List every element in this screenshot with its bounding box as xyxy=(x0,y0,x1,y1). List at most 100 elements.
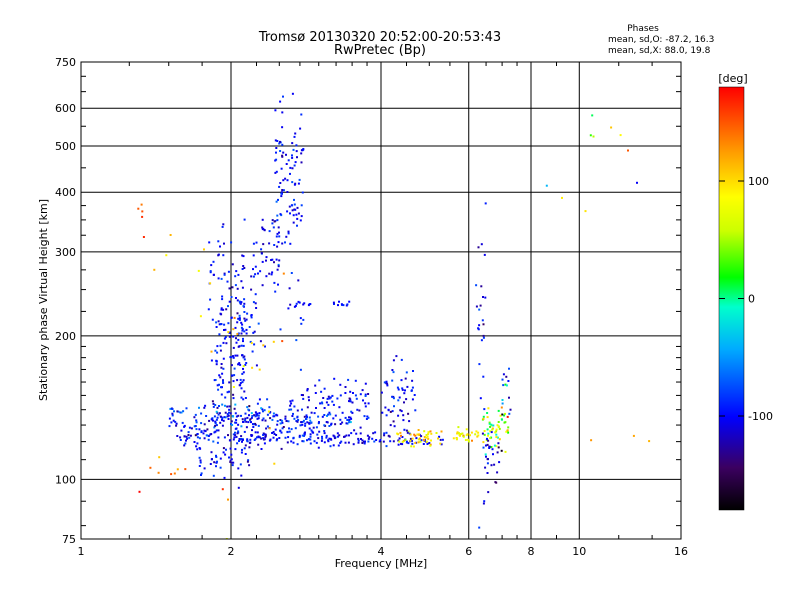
data-point xyxy=(314,384,317,387)
data-point xyxy=(342,304,345,307)
data-point xyxy=(328,437,331,440)
data-point xyxy=(484,453,487,456)
data-point xyxy=(441,438,444,441)
data-point xyxy=(237,467,240,470)
data-point xyxy=(220,393,223,396)
data-point xyxy=(270,273,273,276)
data-point xyxy=(217,413,220,416)
phase-stats-heading: Phases xyxy=(627,24,659,34)
data-point xyxy=(263,229,266,231)
data-point xyxy=(385,414,388,417)
data-point xyxy=(417,441,420,444)
data-point xyxy=(482,502,485,505)
data-point xyxy=(301,421,304,423)
data-point xyxy=(277,263,280,266)
data-point xyxy=(286,430,289,433)
data-point xyxy=(278,259,281,262)
data-point xyxy=(179,436,182,439)
data-point xyxy=(414,442,417,444)
data-point xyxy=(302,440,305,443)
data-point xyxy=(260,437,263,440)
data-point xyxy=(290,272,293,274)
data-point xyxy=(496,471,499,474)
data-point xyxy=(323,430,326,432)
data-point xyxy=(264,419,267,422)
data-point xyxy=(222,341,225,344)
data-point xyxy=(404,438,407,441)
data-point xyxy=(217,320,220,323)
data-point xyxy=(488,421,491,424)
data-point xyxy=(237,363,240,366)
colorbar-ticks: 100 0 -100 xyxy=(719,175,773,423)
data-point xyxy=(404,389,406,392)
data-point xyxy=(363,442,366,445)
data-point xyxy=(286,191,289,193)
data-point xyxy=(359,393,362,396)
data-point xyxy=(306,388,309,390)
data-point xyxy=(272,436,275,439)
data-point xyxy=(364,395,367,397)
data-point xyxy=(248,414,250,417)
data-point xyxy=(300,322,303,325)
data-point xyxy=(479,397,482,400)
data-point xyxy=(153,268,156,271)
data-point xyxy=(337,304,339,307)
data-point xyxy=(506,415,509,418)
data-point xyxy=(231,423,234,426)
data-point xyxy=(275,170,278,173)
data-point xyxy=(363,415,366,418)
data-point xyxy=(230,458,233,461)
data-point xyxy=(243,298,246,301)
data-point xyxy=(353,429,356,432)
data-point xyxy=(236,354,239,357)
data-point xyxy=(349,400,352,403)
data-point xyxy=(298,436,301,439)
data-point xyxy=(227,418,230,420)
data-point xyxy=(290,402,293,405)
data-point xyxy=(274,290,277,293)
data-point xyxy=(230,420,233,423)
data-point xyxy=(345,304,348,307)
data-point xyxy=(307,396,310,399)
data-point xyxy=(306,389,309,392)
data-point xyxy=(220,363,223,365)
data-point xyxy=(352,392,354,394)
data-point xyxy=(325,434,328,437)
data-point xyxy=(275,151,277,154)
data-point xyxy=(273,462,276,465)
data-point xyxy=(270,259,273,261)
data-point xyxy=(323,414,326,416)
data-point xyxy=(508,412,511,415)
data-point xyxy=(297,300,300,303)
data-point xyxy=(238,314,241,317)
data-point xyxy=(138,490,141,493)
data-point xyxy=(203,423,206,426)
data-point xyxy=(180,429,183,432)
data-point xyxy=(229,461,232,463)
data-point xyxy=(407,442,410,445)
data-point xyxy=(397,388,400,391)
data-point xyxy=(361,389,364,392)
data-point xyxy=(273,433,276,435)
colorbar-label: [deg] xyxy=(718,72,747,85)
data-point xyxy=(252,268,254,271)
data-point xyxy=(483,430,486,432)
data-point xyxy=(206,434,209,437)
data-point xyxy=(212,273,215,276)
data-point xyxy=(411,386,414,389)
data-point xyxy=(438,435,441,438)
data-point xyxy=(168,417,171,420)
data-point xyxy=(439,442,442,445)
data-point xyxy=(273,220,276,223)
data-point xyxy=(234,434,237,437)
data-point xyxy=(491,427,494,430)
data-point xyxy=(380,391,383,394)
data-point xyxy=(230,423,232,425)
data-point xyxy=(210,451,213,454)
data-point xyxy=(203,437,206,440)
data-point xyxy=(291,92,294,95)
data-point xyxy=(477,246,480,249)
data-point xyxy=(409,433,412,436)
data-point xyxy=(242,340,244,343)
data-point xyxy=(199,461,202,464)
